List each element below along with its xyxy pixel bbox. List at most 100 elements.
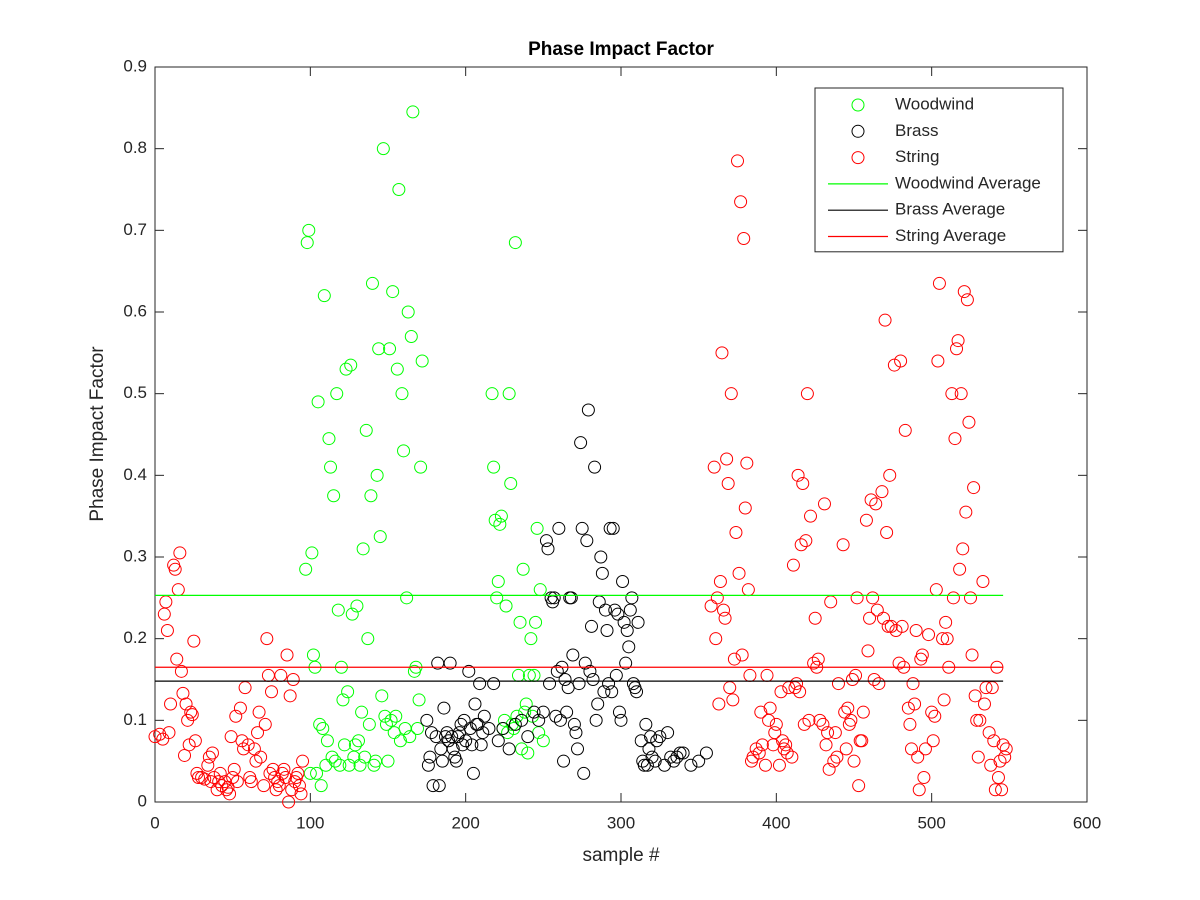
data-point: [577, 766, 591, 780]
data-point: [595, 566, 609, 580]
data-point: [583, 664, 597, 678]
data-point: [953, 562, 967, 576]
data-point: [894, 354, 908, 368]
data-point: [364, 489, 378, 503]
data-point: [869, 497, 883, 511]
data-point: [584, 619, 598, 633]
data-point: [182, 738, 196, 752]
data-point: [588, 460, 602, 474]
data-point: [909, 624, 923, 637]
data-point: [313, 717, 327, 731]
data-point: [597, 685, 611, 699]
data-point: [280, 648, 294, 662]
data-point: [908, 697, 922, 711]
data-point: [841, 701, 855, 715]
data-point: [673, 746, 687, 760]
data-point: [872, 677, 886, 691]
data-point: [310, 766, 324, 780]
data-point: [945, 387, 959, 401]
data-point: [574, 436, 588, 450]
data-point: [353, 758, 367, 772]
data-point: [496, 722, 510, 735]
data-point: [468, 697, 482, 711]
data-point: [847, 754, 861, 768]
data-point: [254, 750, 268, 764]
data-point: [424, 726, 438, 740]
data-point: [906, 677, 920, 691]
data-point: [797, 717, 811, 731]
data-point: [903, 717, 917, 731]
data-point: [457, 713, 471, 727]
data-point: [443, 656, 457, 670]
y-tick-label: 0.7: [123, 220, 147, 239]
data-point: [640, 758, 654, 772]
data-point: [667, 754, 681, 768]
data-point: [786, 558, 800, 572]
legend-label: Woodwind Average: [895, 173, 1041, 192]
data-point: [491, 575, 505, 588]
data-point: [485, 387, 499, 401]
data-point: [630, 685, 644, 699]
data-point: [541, 542, 555, 556]
data-point: [732, 566, 746, 580]
data-point: [437, 701, 451, 715]
data-point: [266, 762, 280, 776]
data-point: [704, 599, 718, 613]
data-point: [794, 538, 808, 552]
data-point: [804, 509, 818, 523]
data-point: [487, 460, 501, 474]
data-point: [423, 750, 437, 764]
data-point: [602, 677, 616, 691]
data-point: [513, 615, 527, 629]
data-point: [164, 697, 178, 711]
x-tick-label: 400: [762, 813, 790, 832]
data-point: [292, 779, 306, 793]
data-point: [325, 750, 339, 764]
data-point: [272, 779, 286, 793]
data-point: [821, 726, 835, 740]
data-point: [591, 697, 605, 711]
data-point: [863, 611, 877, 625]
data-point: [282, 795, 296, 809]
data-point: [508, 717, 522, 731]
data-point: [249, 754, 263, 768]
x-tick-label: 300: [607, 813, 635, 832]
x-axis-label: sample #: [582, 845, 660, 866]
data-point: [547, 591, 561, 605]
data-point: [490, 591, 504, 605]
data-point: [330, 387, 344, 401]
data-point: [342, 758, 356, 772]
data-point: [717, 603, 731, 617]
legend-marker: [851, 151, 865, 165]
data-point: [571, 742, 585, 756]
data-point: [735, 648, 749, 662]
data-point: [619, 656, 633, 670]
data-point: [465, 738, 479, 752]
legend-marker: [851, 98, 865, 112]
data-point: [970, 713, 984, 727]
data-point: [233, 701, 247, 715]
data-point: [763, 701, 777, 715]
data-point: [831, 677, 845, 691]
data-point: [504, 477, 518, 490]
data-point: [887, 358, 901, 372]
data-point: [365, 276, 379, 290]
data-point: [521, 746, 535, 760]
data-point: [827, 754, 841, 768]
data-point: [550, 664, 564, 678]
legend-label: String Average: [895, 226, 1006, 245]
data-point: [521, 730, 535, 744]
data-point: [839, 742, 853, 756]
data-point: [731, 154, 744, 168]
data-point: [670, 750, 684, 764]
data-point: [608, 603, 622, 617]
data-point: [493, 517, 507, 531]
data-point: [524, 632, 538, 646]
data-point: [454, 717, 468, 731]
data-point: [720, 452, 734, 466]
data-point: [661, 726, 675, 740]
data-point: [950, 342, 964, 356]
data-point: [724, 387, 738, 401]
data-point: [341, 685, 355, 699]
data-point: [336, 693, 350, 707]
